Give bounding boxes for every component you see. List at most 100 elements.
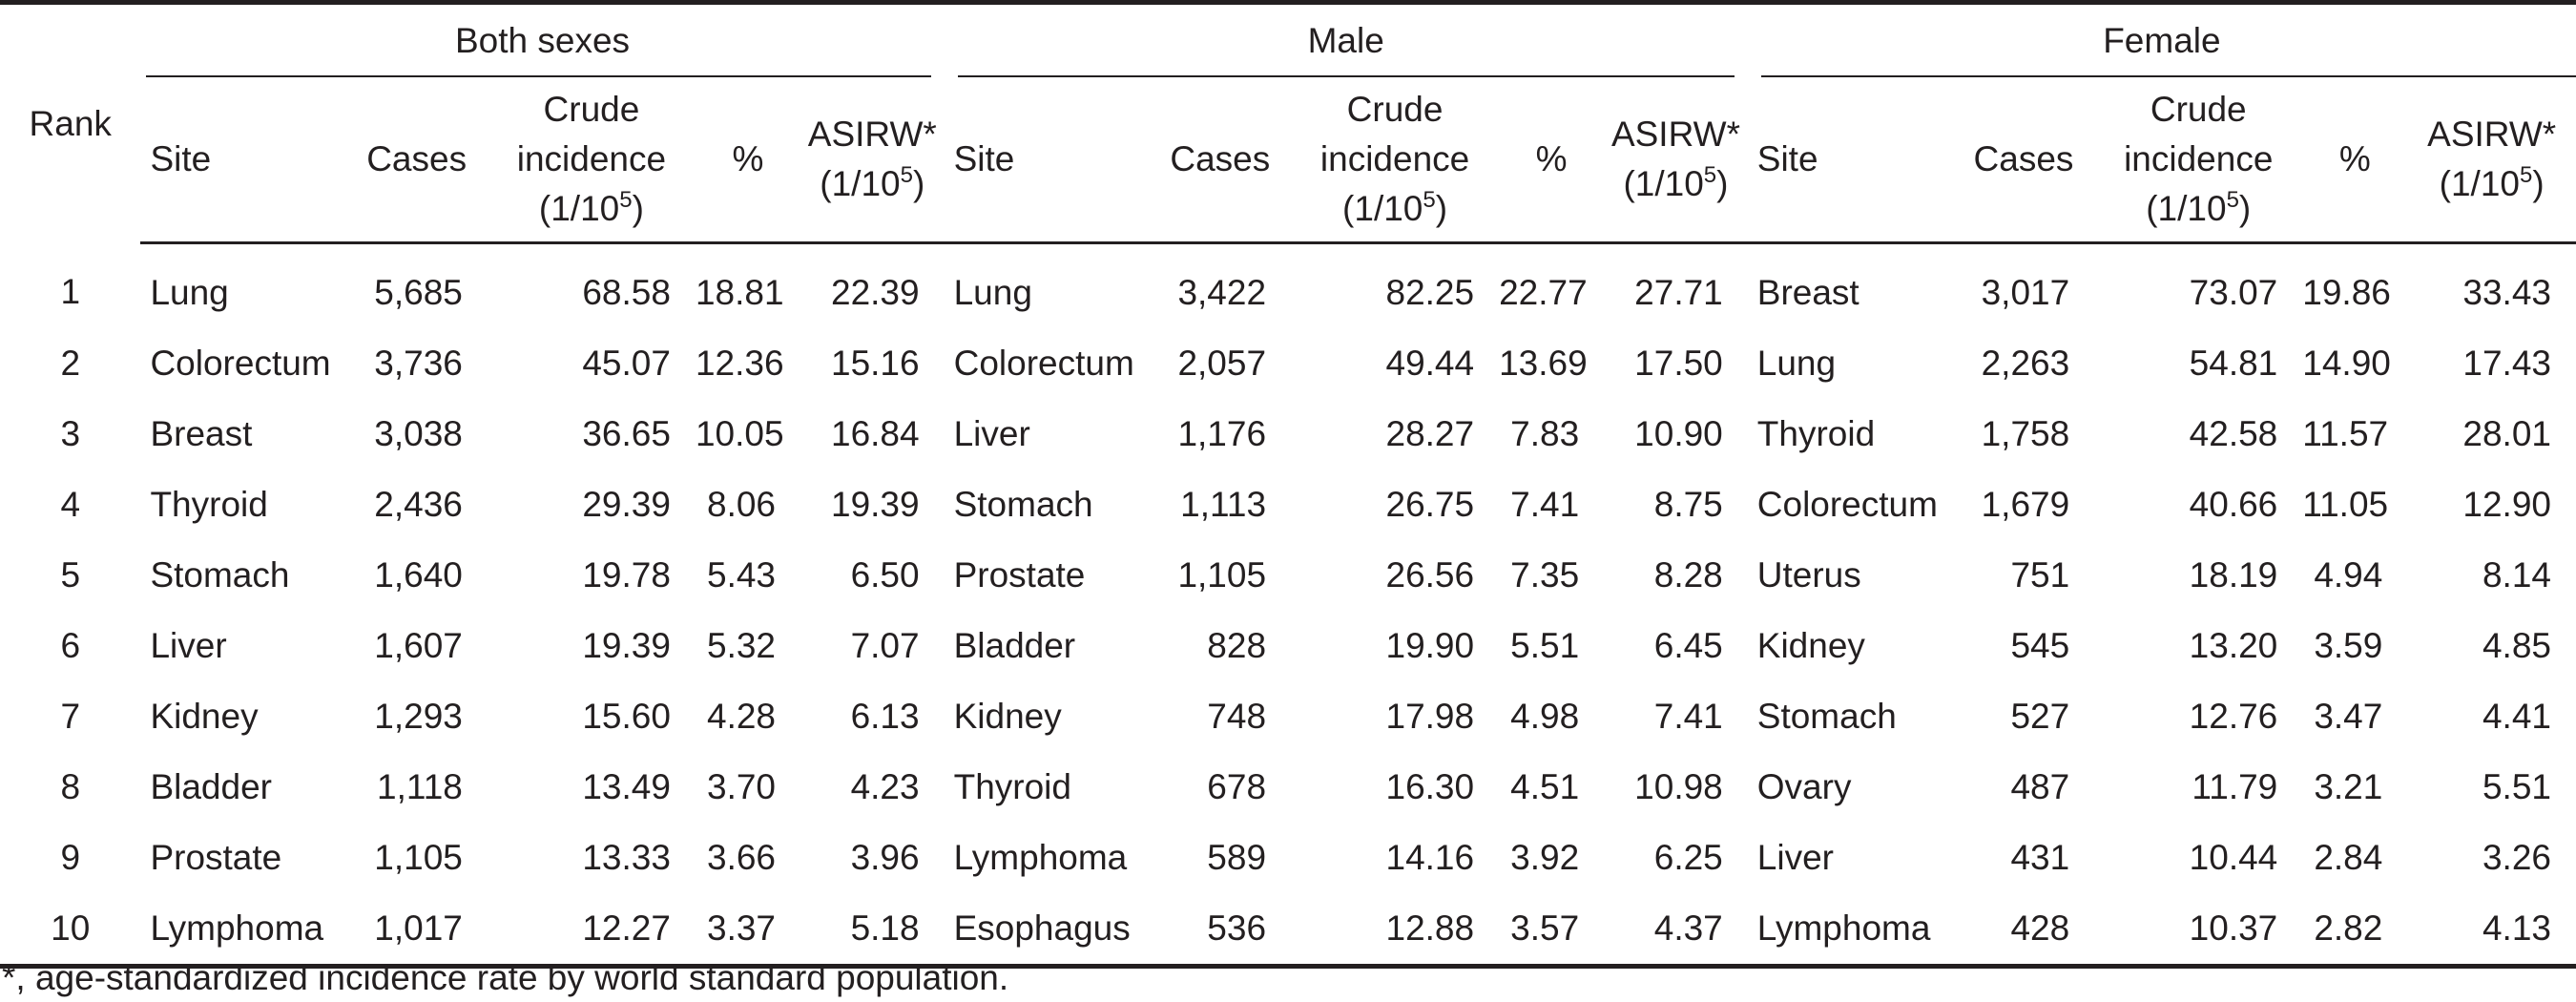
rank-cell: 3	[60, 414, 81, 453]
site-cell-female: Kidney	[1756, 626, 1865, 665]
asirw-cell-male: 27.71	[1634, 273, 1723, 312]
cases-header-label: Cases	[366, 139, 467, 178]
crude-cell-both: 12.27	[487, 893, 696, 969]
crude-cell-male: 26.56	[1385, 555, 1475, 595]
site-cell-male: Colorectum	[953, 344, 1134, 383]
asirw-line-1: ASIRW*	[2427, 115, 2557, 154]
asirw-cell-both: 19.39	[831, 485, 920, 524]
asirw-cell-female: 4.13	[2407, 893, 2576, 969]
rank-cell: 7	[60, 697, 81, 736]
asirw-cell-female: 4.41	[2482, 697, 2551, 736]
site-cell-female: Stomach	[1756, 697, 1897, 736]
asirw-line-2: (1/105)	[1623, 162, 1729, 204]
asirw-cell-both: 5.18	[800, 893, 945, 969]
site-cell-both: Liver	[150, 626, 227, 665]
percent-cell-both: 3.37	[695, 893, 801, 969]
crude-cell-male: 28.27	[1385, 414, 1475, 453]
crude-cell-both: 36.65	[582, 414, 671, 453]
crude-cell-female: 40.66	[2189, 485, 2278, 524]
site-header-label: Site	[953, 139, 1015, 178]
site-cell-male: Stomach	[953, 485, 1093, 524]
asirw-cell-both: 4.23	[850, 767, 920, 806]
crude-cell-female: 12.76	[2189, 697, 2278, 736]
cases-header-both: Cases	[366, 77, 488, 244]
rank-cell: 6	[60, 626, 81, 665]
asirw-cell-male: 6.45	[1653, 626, 1723, 665]
crude-cell-both: 15.60	[582, 697, 671, 736]
asirw-cell-both: 15.16	[831, 344, 920, 383]
rank-cell: 2	[60, 344, 81, 383]
site-cell-female: Thyroid	[1756, 414, 1876, 453]
crude-line-2: incidence	[516, 139, 667, 178]
rank-cell: 8	[60, 767, 81, 806]
site-header-female: Site	[1747, 77, 1974, 244]
cases-header-label: Cases	[1170, 139, 1271, 178]
table-header: Rank Both sexes Male Female Site Cases Cru…	[0, 2, 2576, 244]
rank-cell: 4	[60, 485, 81, 524]
percent-cell-male: 7.41	[1510, 485, 1580, 524]
site-cell-both: Breast	[150, 414, 253, 453]
group-header-female: Female	[1748, 3, 2576, 77]
site-header-label: Site	[1756, 139, 1818, 178]
table-row: 8 Bladder 1,118 13.49 3.70 4.23 Thyroid 678 16.3…	[0, 752, 2576, 823]
asirw-cell-female: 12.90	[2462, 485, 2551, 524]
asirw-line-2: (1/105)	[2439, 162, 2545, 204]
asirw-header-male: ASIRW* (1/105)	[1604, 77, 1748, 244]
asirw-header-female: ASIRW* (1/105)	[2407, 77, 2576, 244]
incidence-table-container: Rank Both sexes Male Female Site Cases Cru…	[0, 2, 2576, 969]
cases-cell-both: 1,607	[374, 626, 463, 665]
asirw-cell-female: 3.26	[2482, 838, 2551, 877]
percent-cell-both: 18.81	[695, 273, 784, 312]
crude-cell-both: 29.39	[582, 485, 671, 524]
rank-header: Rank	[0, 3, 140, 243]
percent-header-label: %	[1535, 139, 1568, 178]
crude-cell-male: 82.25	[1385, 273, 1475, 312]
asirw-cell-both: 22.39	[831, 273, 920, 312]
crude-cell-female: 18.19	[2189, 555, 2278, 595]
site-cell-female: Ovary	[1756, 767, 1852, 806]
crude-cell-female: 11.79	[2192, 767, 2278, 806]
cases-cell-both: 1,017	[366, 893, 488, 969]
site-cell-male: Liver	[953, 414, 1030, 453]
group-header-male: Male	[945, 3, 1748, 77]
percent-header-female: %	[2302, 77, 2408, 244]
site-cell-both: Stomach	[150, 555, 290, 595]
percent-cell-female: 2.82	[2302, 893, 2408, 969]
asirw-cell-male: 8.75	[1653, 485, 1723, 524]
asirw-cell-female: 17.43	[2462, 344, 2551, 383]
cases-cell-male: 589	[1207, 838, 1267, 877]
crude-cell-male: 26.75	[1385, 485, 1475, 524]
percent-cell-male: 13.69	[1499, 344, 1588, 383]
percent-header-label: %	[2338, 139, 2371, 178]
site-cell-both: Kidney	[150, 697, 259, 736]
site-cell-female: Colorectum	[1756, 485, 1938, 524]
table-footnote: *, age-standardized incidence rate by wo…	[2, 958, 1009, 997]
crude-line-3: (1/105)	[538, 187, 644, 229]
percent-cell-male: 3.92	[1510, 838, 1580, 877]
percent-cell-both: 8.06	[707, 485, 777, 524]
percent-cell-male: 4.98	[1510, 697, 1580, 736]
crude-cell-both: 68.58	[582, 273, 671, 312]
cases-cell-female: 1,679	[1981, 485, 2070, 524]
asirw-cell-female: 28.01	[2462, 414, 2551, 453]
crude-cell-male: 49.44	[1385, 344, 1475, 383]
crude-cell-both: 19.39	[582, 626, 671, 665]
crude-line-1: Crude	[543, 90, 640, 129]
cases-header-female: Cases	[1973, 77, 2095, 244]
percent-cell-female: 11.57	[2302, 414, 2389, 453]
site-cell-male: Kidney	[953, 697, 1062, 736]
asirw-header-both: ASIRW* (1/105)	[800, 77, 945, 244]
asirw-cell-male: 7.41	[1653, 697, 1723, 736]
cases-cell-female: 545	[2010, 626, 2070, 665]
crude-cell-female: 10.37	[2094, 893, 2303, 969]
asirw-cell-male: 10.90	[1634, 414, 1723, 453]
site-cell-male: Lymphoma	[953, 838, 1128, 877]
percent-cell-both: 3.66	[707, 838, 777, 877]
site-cell-female: Lymphoma	[1747, 893, 1974, 969]
crude-line-3: (1/105)	[2146, 187, 2252, 229]
asirw-cell-both: 6.50	[850, 555, 920, 595]
table-row: 2 Colorectum 3,736 45.07 12.36 15.16 Colorectu…	[0, 328, 2576, 399]
cases-cell-male: 1,105	[1177, 555, 1267, 595]
percent-cell-male: 4.51	[1510, 767, 1580, 806]
site-header-both: Site	[140, 77, 367, 244]
